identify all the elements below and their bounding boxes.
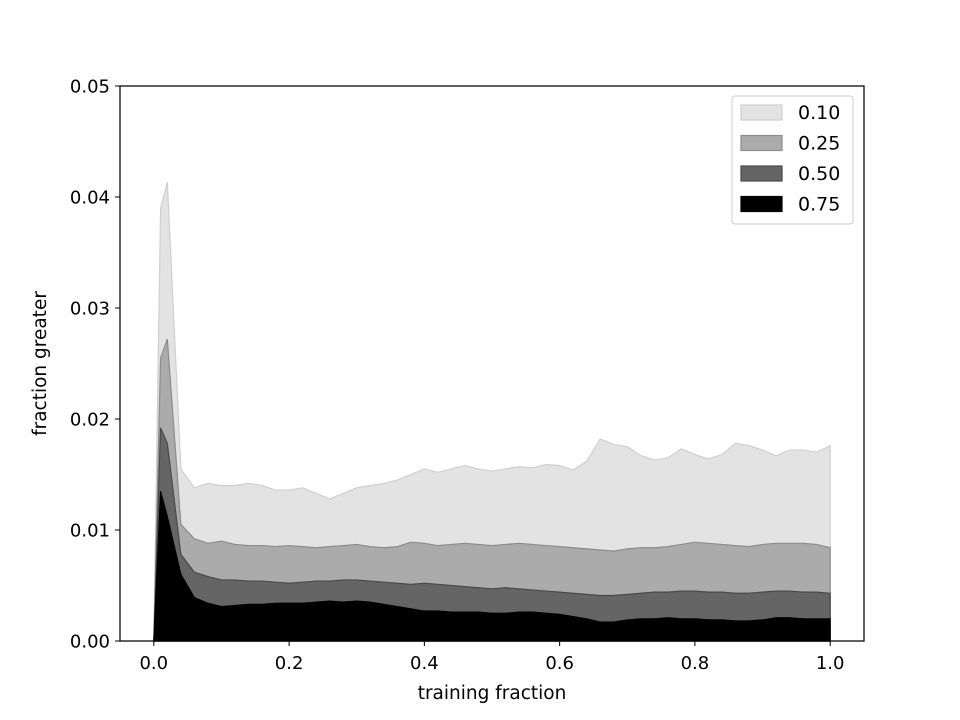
legend: 0.10 0.25 0.50 0.75 <box>731 95 854 225</box>
x-tick-label: 0.8 <box>681 653 710 674</box>
y-tick-label: 0.03 <box>70 299 110 320</box>
x-tick-label: 0.0 <box>139 653 168 674</box>
x-tick-label: 0.2 <box>275 653 304 674</box>
x-axis-label: training fraction <box>418 683 567 704</box>
area-series-0.50 <box>153 427 831 642</box>
x-tick-label: 0.6 <box>545 653 574 674</box>
area-series-0.10 <box>153 182 831 642</box>
area-series-0.25 <box>153 338 831 642</box>
legend-swatch-0.25 <box>740 134 783 152</box>
x-tick-label: 0.4 <box>410 653 439 674</box>
y-tick-label: 0.04 <box>70 188 110 209</box>
legend-box <box>731 95 854 225</box>
x-tick-label: 1.0 <box>816 653 845 674</box>
axes-frame <box>119 85 865 642</box>
y-axis-ticks: 0.00 0.01 0.02 0.03 0.04 0.05 <box>70 77 120 653</box>
y-axis-label: fraction greater <box>30 291 51 436</box>
legend-swatch-0.50 <box>740 165 783 182</box>
legend-label: 0.10 <box>798 102 840 124</box>
x-axis-ticks: 0.0 0.2 0.4 0.6 0.8 1.0 <box>139 641 845 674</box>
legend-swatch-0.75 <box>740 195 783 213</box>
y-tick-label: 0.00 <box>70 632 110 653</box>
y-tick-label: 0.02 <box>70 410 110 431</box>
legend-swatch-0.10 <box>740 104 783 121</box>
y-tick-label: 0.01 <box>70 521 110 542</box>
legend-label: 0.25 <box>798 133 840 155</box>
legend-label: 0.75 <box>798 194 840 216</box>
y-tick-label: 0.05 <box>70 77 110 98</box>
area-series-0.75 <box>153 490 831 642</box>
legend-label: 0.50 <box>798 163 840 185</box>
area-series-group <box>153 182 831 642</box>
plot-area: 0.0 0.2 0.4 0.6 0.8 1.0 0.000.010.020.030.040… <box>70 77 865 674</box>
